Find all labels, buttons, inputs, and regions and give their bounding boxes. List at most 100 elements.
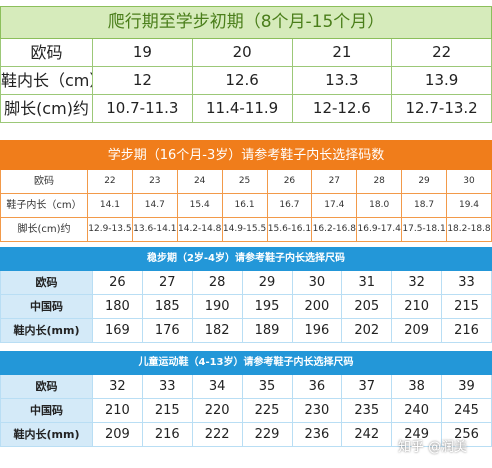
table-cell: 12	[92, 66, 193, 95]
table-cell: 13.6-14.1	[131, 217, 178, 242]
table-cell: 27	[311, 169, 358, 194]
table-cell: 34	[191, 374, 243, 399]
table-row: 中国码 210 215 220 225 230 235 240 245	[0, 398, 492, 423]
row-label: 中国码	[0, 398, 93, 423]
table-cell: 11.4-11.9	[191, 94, 293, 123]
table-cell: 18.2-18.8	[446, 217, 492, 242]
row-label: 鞋内长(mm)	[0, 422, 93, 447]
table-cell: 236	[291, 422, 343, 447]
table-cell: 30	[291, 270, 343, 295]
table-cell: 235	[341, 398, 393, 423]
table-cell: 18.7	[401, 193, 447, 218]
table-row: 脚长(cm)约 12.9-13.5 13.6-14.1 14.2-14.8 14.9-1…	[0, 217, 492, 242]
steady-size-table: 稳步期（2岁-4岁）请参考鞋子内长选择尺码 欧码 26 27 28 29 30 31 32 33 中…	[0, 247, 492, 343]
table-cell: 37	[341, 374, 393, 399]
table-row: 欧码 19 20 21 22	[0, 38, 492, 67]
table-title: 稳步期（2岁-4岁）请参考鞋子内长选择尺码	[0, 247, 492, 271]
table-cell: 256	[441, 422, 492, 447]
table-cell: 16.7	[266, 193, 313, 218]
table-cell: 17.4	[311, 193, 358, 218]
table-cell: 210	[391, 294, 443, 319]
table-title: 儿童运动鞋（4-13岁）请参考鞋子内长选择尺码	[0, 351, 492, 375]
row-label: 鞋内长（cm）	[0, 66, 93, 95]
table-cell: 32	[92, 374, 143, 399]
learning-size-table: 学步期（16个月-3岁）请参考鞋子内长选择码数 欧码 22 23 24 25 26 27 28 2…	[0, 140, 492, 242]
table-cell: 189	[241, 318, 293, 343]
table-cell: 215	[441, 294, 492, 319]
table-cell: 210	[92, 398, 143, 423]
table-cell: 12.7-13.2	[391, 94, 492, 123]
sports-size-table: 儿童运动鞋（4-13岁）请参考鞋子内长选择尺码 欧码 32 33 34 35 36 37 38 3…	[0, 351, 492, 447]
row-label: 鞋内长(mm)	[0, 318, 93, 343]
table-cell: 10.7-11.3	[92, 94, 193, 123]
table-cell: 28	[356, 169, 403, 194]
watermark: 知乎 @润美	[398, 440, 468, 455]
table-cell: 32	[391, 270, 443, 295]
row-label: 欧码	[0, 374, 93, 399]
table-cell: 249	[391, 422, 443, 447]
table-cell: 215	[141, 398, 193, 423]
table-cell: 19.4	[446, 193, 492, 218]
table-cell: 202	[341, 318, 393, 343]
table-cell: 13.3	[291, 66, 393, 95]
table-cell: 39	[441, 374, 492, 399]
table-cell: 14.7	[131, 193, 178, 218]
table-cell: 12-12.6	[291, 94, 393, 123]
table-cell: 180	[92, 294, 143, 319]
table-cell: 27	[141, 270, 193, 295]
table-cell: 242	[341, 422, 393, 447]
row-label: 欧码	[0, 270, 93, 295]
table-cell: 33	[141, 374, 193, 399]
table-cell: 222	[191, 422, 243, 447]
table-cell: 15.4	[176, 193, 223, 218]
table-cell: 33	[441, 270, 492, 295]
table-cell: 209	[92, 422, 143, 447]
table-cell: 220	[191, 398, 243, 423]
table-cell: 28	[191, 270, 243, 295]
row-label: 欧码	[0, 38, 93, 67]
table-cell: 22	[87, 169, 133, 194]
table-cell: 216	[141, 422, 193, 447]
row-label: 中国码	[0, 294, 93, 319]
table-cell: 23	[131, 169, 178, 194]
table-title: 学步期（16个月-3岁）请参考鞋子内长选择码数	[0, 140, 492, 170]
table-cell: 230	[291, 398, 343, 423]
table-row: 欧码 22 23 24 25 26 27 28 29 30	[0, 169, 492, 194]
table-cell: 31	[341, 270, 393, 295]
table-cell: 195	[241, 294, 293, 319]
table-cell: 16.1	[221, 193, 268, 218]
table-cell: 29	[401, 169, 447, 194]
table-cell: 229	[241, 422, 293, 447]
table-cell: 29	[241, 270, 293, 295]
row-label: 脚长(cm)约	[0, 94, 93, 123]
table-cell: 38	[391, 374, 443, 399]
table-cell: 190	[191, 294, 243, 319]
table-cell: 14.2-14.8	[176, 217, 223, 242]
table-row: 欧码 26 27 28 29 30 31 32 33	[0, 270, 492, 295]
table-cell: 240	[391, 398, 443, 423]
table-cell: 169	[92, 318, 143, 343]
table-cell: 216	[441, 318, 492, 343]
table-cell: 26	[266, 169, 313, 194]
table-cell: 25	[221, 169, 268, 194]
table-row: 鞋子内长（cm） 14.1 14.7 15.4 16.1 16.7 17.4 18.0 18.7…	[0, 193, 492, 218]
table-cell: 12.9-13.5	[87, 217, 133, 242]
table-cell: 14.9-15.5	[221, 217, 268, 242]
table-cell: 209	[391, 318, 443, 343]
table-cell: 36	[291, 374, 343, 399]
table-row: 欧码 32 33 34 35 36 37 38 39	[0, 374, 492, 399]
table-cell: 196	[291, 318, 343, 343]
table-row: 鞋内长(mm) 209 216 222 229 236 242 249 256	[0, 422, 492, 447]
table-cell: 17.5-18.1	[401, 217, 447, 242]
row-label: 欧码	[0, 169, 88, 194]
table-cell: 22	[391, 38, 492, 67]
table-cell: 176	[141, 318, 193, 343]
table-title: 爬行期至学步初期（8个月-15个月）	[0, 6, 492, 39]
table-row: 中国码 180 185 190 195 200 205 210 215	[0, 294, 492, 319]
table-cell: 20	[191, 38, 293, 67]
table-cell: 200	[291, 294, 343, 319]
table-cell: 18.0	[356, 193, 403, 218]
table-cell: 35	[241, 374, 293, 399]
table-cell: 15.6-16.1	[266, 217, 313, 242]
row-label: 脚长(cm)约	[0, 217, 88, 242]
